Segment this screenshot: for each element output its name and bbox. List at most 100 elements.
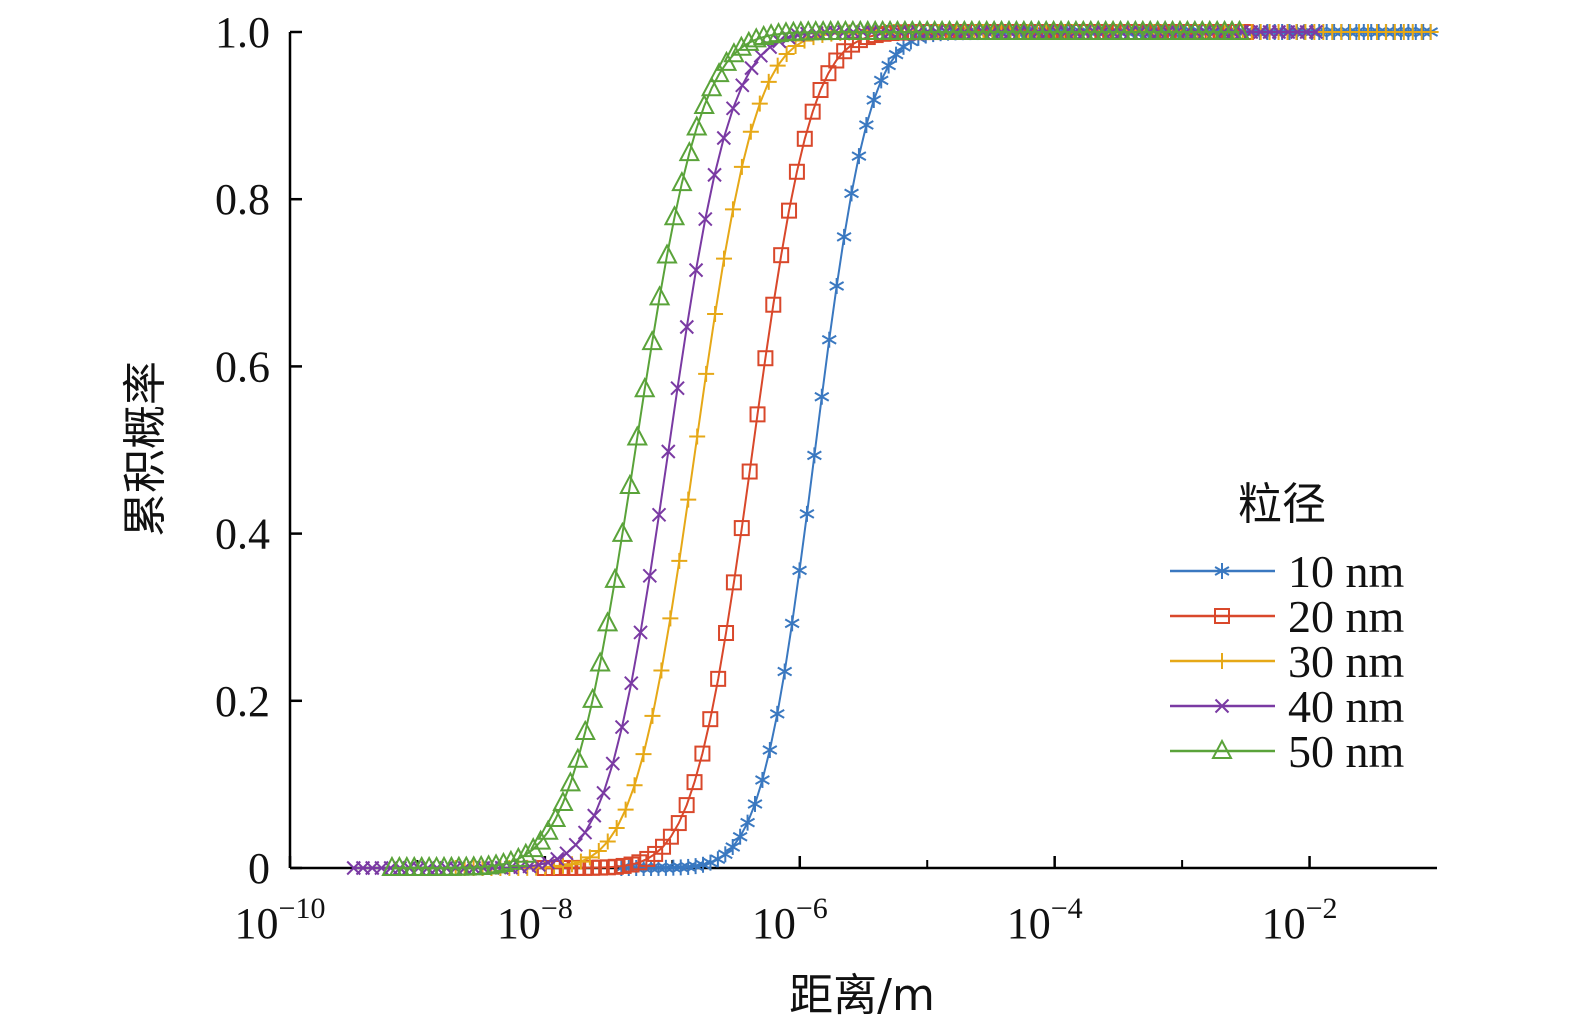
data-point (888, 46, 904, 63)
data-point (804, 103, 821, 120)
data-point (485, 853, 507, 874)
data-point (507, 846, 529, 867)
data-point (596, 611, 619, 632)
data-point (619, 473, 641, 495)
data-point (749, 406, 766, 423)
data-point (670, 815, 687, 832)
legend-item: 50 nm (1170, 726, 1405, 777)
data-point (550, 851, 565, 867)
data-point (796, 130, 813, 147)
data-point (754, 771, 770, 788)
x-tick-label: 10−8 (497, 892, 573, 948)
data-point (679, 319, 695, 335)
data-point (662, 610, 679, 627)
data-point (710, 670, 727, 687)
data-point (644, 707, 661, 724)
data-point (751, 95, 768, 112)
data-point (686, 774, 703, 791)
data-point (723, 42, 745, 63)
data-point (671, 170, 693, 192)
data-point (582, 687, 604, 708)
series-line (544, 31, 1246, 869)
data-point (821, 331, 837, 348)
data-point (724, 201, 741, 218)
data-point (1422, 24, 1439, 40)
data-point (589, 651, 611, 672)
legend-marker (1214, 698, 1230, 714)
data-point (624, 676, 639, 691)
y-tick-label: 0.6 (215, 342, 270, 391)
data-point (769, 705, 785, 722)
legend-label: 50 nm (1288, 726, 1405, 777)
data-point (626, 425, 648, 446)
legend-title: 粒径 (1238, 479, 1326, 530)
data-point (680, 491, 697, 508)
legend-label: 20 nm (1288, 591, 1405, 642)
data-point (648, 285, 671, 306)
data-point (608, 820, 625, 837)
legend-item: 10 nm (1170, 546, 1405, 597)
data-point (858, 117, 874, 134)
legend-marker (1214, 653, 1230, 669)
axes: 0 0.2 0.4 0.6 0.8 1.0 10−10 10−8 10−6 10−4 10−2 (215, 8, 1437, 948)
data-point (604, 567, 626, 588)
data-point (708, 61, 730, 83)
data-point (738, 30, 760, 51)
data-point (492, 851, 515, 872)
series-40nm (346, 24, 1324, 876)
x-tick-label: 10−10 (235, 892, 326, 948)
data-point (642, 568, 657, 584)
data-point (552, 790, 574, 812)
data-point (574, 719, 596, 740)
data-point (753, 24, 775, 45)
data-point (656, 243, 678, 264)
data-point (707, 167, 722, 183)
data-point (760, 23, 782, 44)
data-point (678, 141, 700, 162)
data-point (686, 115, 708, 136)
legend-label: 10 nm (1288, 546, 1405, 597)
x-axis-title: 距离/m (789, 970, 935, 1021)
data-point (730, 35, 753, 56)
data-point (614, 719, 630, 735)
data-point (866, 91, 882, 108)
series-layer (346, 19, 1439, 876)
series-line (353, 31, 1316, 869)
data-point (769, 57, 786, 74)
series-50nm (381, 19, 1251, 876)
data-point (678, 797, 695, 814)
data-point (641, 330, 663, 351)
y-axis-title: 累积概率 (120, 361, 171, 537)
data-point (799, 505, 815, 522)
data-point (698, 211, 713, 227)
data-point (500, 849, 522, 870)
x-tick-label: 10−4 (1007, 892, 1083, 948)
data-point (581, 849, 598, 866)
data-point (716, 130, 732, 146)
data-point (733, 158, 750, 175)
data-point (716, 250, 733, 267)
data-point (873, 72, 889, 89)
y-tick-label: 0.2 (215, 677, 270, 726)
legend-marker (1211, 738, 1233, 759)
data-point (777, 663, 793, 680)
data-point (540, 855, 556, 870)
data-point (707, 306, 724, 323)
legend-label: 30 nm (1288, 636, 1405, 687)
y-tick-label: 1.0 (215, 8, 270, 57)
data-point (725, 574, 742, 591)
data-point (661, 444, 676, 459)
data-point (788, 163, 805, 180)
data-point (611, 521, 634, 542)
data-point (544, 806, 567, 828)
x-tick-label: 10−6 (752, 892, 828, 948)
data-point (812, 82, 829, 99)
data-point (765, 296, 782, 313)
data-point (529, 829, 552, 850)
data-point (836, 228, 852, 245)
data-point (590, 842, 607, 859)
data-point (741, 463, 758, 480)
legend-item: 40 nm (1170, 681, 1405, 732)
